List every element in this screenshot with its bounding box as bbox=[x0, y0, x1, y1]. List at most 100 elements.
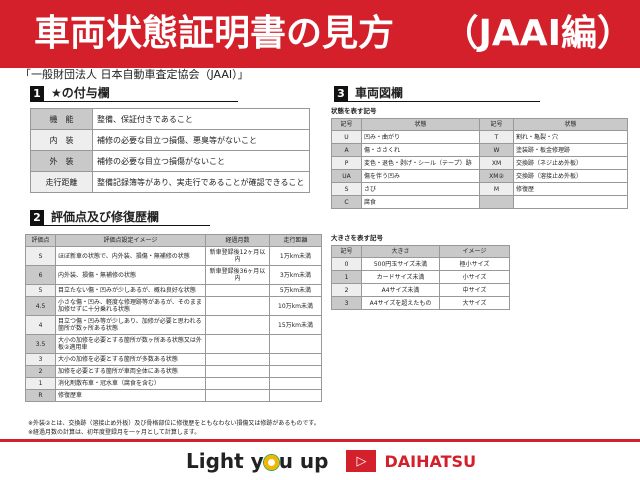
column-header: 評価点設定イメージ bbox=[55, 234, 206, 247]
slogan-logo: Light y u up bbox=[186, 449, 328, 473]
table-cell: 5 bbox=[25, 284, 56, 297]
slogan-text: Light y bbox=[186, 449, 264, 473]
table-cell bbox=[205, 315, 270, 335]
table-cell: 腐食 bbox=[361, 195, 480, 209]
column-header: 経過月数 bbox=[205, 234, 270, 247]
size-symbols-label: 大きさを表す記号 bbox=[331, 234, 383, 242]
table-cell bbox=[205, 377, 270, 390]
table-cell bbox=[269, 353, 322, 366]
table-row: 0 500円玉サイズ未満 極小サイズ bbox=[331, 257, 510, 271]
table-cell: 小さな傷・凹み、軽度な修理跡等があるが、そのまま加修せずに十分乗れる状態 bbox=[55, 296, 206, 316]
table-cell bbox=[205, 389, 270, 402]
table-row: UA 傷を伴う凹み XM② 交換跡（溶接止め外板） bbox=[331, 169, 628, 183]
table-cell bbox=[269, 334, 322, 354]
table-row: R 修復歴車 bbox=[25, 389, 322, 402]
table-cell bbox=[269, 389, 322, 402]
footnote: ※経過月数の計算は、初年度登録月を一ヶ月として計算します。 bbox=[28, 429, 201, 436]
table-row: C 腐食 bbox=[331, 195, 628, 209]
star-table: 機 能整備、保証付きであること内 装補修の必要な目立つ損傷、悪臭等がないこと外 … bbox=[30, 108, 310, 193]
table-cell: U bbox=[331, 130, 362, 144]
table-row: 1 消化剤散布車・冠水車（腐食を含む） bbox=[25, 377, 322, 390]
table-cell bbox=[205, 296, 270, 316]
table-cell: 4 bbox=[25, 315, 56, 335]
table-cell: 外 装 bbox=[30, 150, 93, 172]
table-cell: 3万km未満 bbox=[269, 265, 322, 285]
section-3-heading: 3 車両図欄 bbox=[334, 85, 540, 102]
section-title: ★の付与欄 bbox=[51, 85, 110, 100]
table-cell: XM② bbox=[479, 169, 514, 183]
column-header: 記号 bbox=[479, 118, 514, 131]
table-cell: UA bbox=[331, 169, 362, 183]
divider bbox=[0, 439, 640, 442]
table-row: 3 大小の加修を必要とする箇所が多数ある状態 bbox=[25, 353, 322, 366]
table-cell: さび bbox=[361, 182, 480, 196]
table-cell: T bbox=[479, 130, 514, 144]
table-cell: ほぼ新車の状態で、内外装、損傷・無補修の状態 bbox=[55, 246, 206, 266]
table-cell: 凹み・曲がり bbox=[361, 130, 480, 144]
table-cell: 10万km未満 bbox=[269, 296, 322, 316]
section-2-heading: 2 評価点及び修復歴欄 bbox=[30, 209, 210, 226]
table-cell: 傷を伴う凹み bbox=[361, 169, 480, 183]
table-row: 2 加修を必要とする箇所が車両全体にある状態 bbox=[25, 365, 322, 378]
table-cell: 1万km未満 bbox=[269, 246, 322, 266]
table-cell bbox=[269, 365, 322, 378]
table-cell: 2 bbox=[25, 365, 56, 378]
table-cell: C bbox=[331, 195, 362, 209]
table-cell: A4サイズ未満 bbox=[361, 283, 440, 297]
table-cell: 機 能 bbox=[30, 108, 93, 130]
column-header: 記号 bbox=[331, 118, 362, 131]
organization-subtitle: 「一般財団法人 日本自動車査定協会（JAAI）」 bbox=[20, 68, 249, 81]
table-cell: 修復歴 bbox=[513, 182, 628, 196]
section-title: 評価点及び修復歴欄 bbox=[51, 209, 160, 224]
grade-table: 評価点 評価点設定イメージ 経過月数 走行距離 S ほぼ新車の状態で、内外装、損傷・無補修… bbox=[25, 234, 322, 402]
section-number: 3 bbox=[334, 85, 348, 101]
rainbow-ring-icon bbox=[263, 455, 279, 470]
table-row: S さび M 修復歴 bbox=[331, 182, 628, 196]
table-cell: 消化剤散布車・冠水車（腐食を含む） bbox=[55, 377, 206, 390]
table-row: 内 装補修の必要な目立つ損傷、悪臭等がないこと bbox=[30, 129, 310, 151]
table-cell: カードサイズ未満 bbox=[361, 270, 440, 284]
table-row: 走行距離 整備記録簿等があり、実走行であることが確認できること bbox=[30, 171, 310, 193]
table-cell: 割れ・亀裂・穴 bbox=[513, 130, 628, 144]
section-number: 2 bbox=[30, 209, 44, 225]
section-title: 車両図欄 bbox=[355, 85, 404, 100]
table-cell: 1 bbox=[25, 377, 56, 390]
table-cell: 小サイズ bbox=[439, 270, 510, 284]
table-cell bbox=[513, 195, 628, 209]
table-cell: XM bbox=[479, 156, 514, 170]
section-number: 1 bbox=[30, 85, 44, 101]
column-header: 走行距離 bbox=[269, 234, 322, 247]
table-cell: 3 bbox=[331, 296, 362, 310]
column-header: 状態 bbox=[361, 118, 480, 131]
page-title: 車両状態証明書の見方 （JAAI編） bbox=[0, 0, 640, 68]
table-cell: 整備、保証付きであること bbox=[92, 108, 310, 130]
column-header: 評価点 bbox=[25, 234, 56, 247]
table-cell: 内 装 bbox=[30, 129, 93, 151]
table-cell: 走行距離 bbox=[30, 171, 93, 193]
table-cell: 中サイズ bbox=[439, 283, 510, 297]
table-cell: 0 bbox=[331, 257, 362, 271]
table-cell: 交換跡（溶接止め外板） bbox=[513, 169, 628, 183]
table-cell: 6 bbox=[25, 265, 56, 285]
table-cell: 新車登録後36ヶ月以内 bbox=[205, 265, 270, 285]
table-row: 4.5 小さな傷・凹み、軽度な修理跡等があるが、そのまま加修せずに十分乗れる状態 1… bbox=[25, 296, 322, 316]
table-cell: 補修の必要な目立つ損傷がないこと bbox=[92, 150, 310, 172]
table-cell: 2 bbox=[331, 283, 362, 297]
table-cell: 内外装、損傷・無補修の状態 bbox=[55, 265, 206, 285]
table-cell: 4.5 bbox=[25, 296, 56, 316]
table-cell: M bbox=[479, 182, 514, 196]
table-cell: 極小サイズ bbox=[439, 257, 510, 271]
brand-name: DAIHATSU bbox=[384, 451, 477, 471]
table-cell bbox=[205, 365, 270, 378]
section-1-heading: 1 ★の付与欄 bbox=[30, 85, 238, 102]
daihatsu-mark-icon: ▷ bbox=[346, 450, 377, 472]
state-symbols-label: 状態を表す記号 bbox=[331, 107, 377, 115]
footnote: ※外装②とは、交換跡（溶接止め外板）及び骨格部位に修復歴をともなわない損傷又は修… bbox=[28, 420, 320, 427]
table-cell: 目立つ傷・凹み等が少しあり、加修が必要と思われる箇所が数ヶ所ある状態 bbox=[55, 315, 206, 335]
table-row: 外 装補修の必要な目立つ損傷がないこと bbox=[30, 150, 310, 172]
column-header: 大きさ bbox=[361, 245, 440, 258]
table-cell: 15万km未満 bbox=[269, 315, 322, 335]
table-cell: P bbox=[331, 156, 362, 170]
table-row: 5 目立たない傷・凹みが少しあるが、概ね良好な状態 5万km未満 bbox=[25, 284, 322, 297]
table-cell: 修復歴車 bbox=[55, 389, 206, 402]
